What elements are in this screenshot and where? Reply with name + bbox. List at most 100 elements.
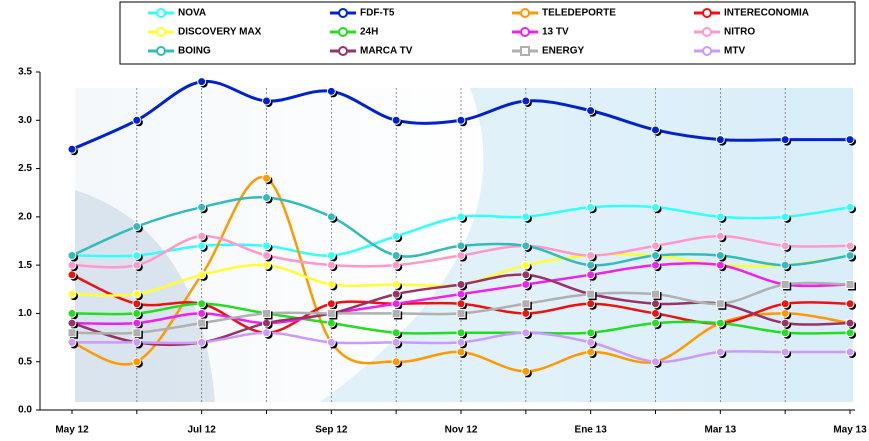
legend-label: DISCOVERY MAX: [178, 27, 262, 38]
legend-label: MTV: [724, 46, 745, 57]
legend-marker: [703, 9, 711, 17]
data-point: [781, 280, 789, 288]
data-point: [587, 348, 595, 356]
chart: 0.00.51.01.52.02.53.03.5May 12Jul 12Sep …: [0, 0, 869, 441]
x-tick-label: Jul 12: [187, 425, 216, 436]
data-point: [781, 213, 789, 221]
data-point: [263, 261, 271, 269]
data-point: [68, 329, 76, 337]
data-point: [522, 97, 530, 105]
data-point: [781, 242, 789, 250]
x-tick-label: Nov 12: [445, 425, 478, 436]
data-point: [327, 87, 335, 95]
data-point: [133, 251, 141, 259]
legend-marker: [339, 28, 347, 36]
data-point: [263, 242, 271, 250]
data-point: [522, 242, 530, 250]
legend-marker: [703, 28, 711, 36]
data-point: [263, 251, 271, 259]
y-tick-label: 1.0: [18, 308, 32, 319]
data-point: [457, 251, 465, 259]
data-point: [133, 290, 141, 298]
y-tick-label: 0.5: [18, 356, 32, 367]
data-point: [68, 261, 76, 269]
data-point: [846, 329, 854, 337]
data-point: [327, 338, 335, 346]
data-point: [198, 319, 206, 327]
data-point: [392, 116, 400, 124]
data-point: [198, 78, 206, 86]
data-point: [716, 300, 724, 308]
legend-label: BOING: [178, 46, 211, 57]
data-point: [263, 309, 271, 317]
y-tick-label: 3.5: [18, 67, 32, 78]
data-point: [392, 309, 400, 317]
data-point: [198, 232, 206, 240]
data-point: [587, 107, 595, 115]
data-point: [846, 280, 854, 288]
data-point: [846, 203, 854, 211]
data-point: [68, 319, 76, 327]
data-point: [587, 203, 595, 211]
data-point: [68, 271, 76, 279]
data-point: [327, 213, 335, 221]
data-point: [652, 126, 660, 134]
legend-marker: [703, 47, 711, 55]
data-point: [716, 261, 724, 269]
data-point: [133, 358, 141, 366]
data-point: [133, 309, 141, 317]
data-point: [781, 309, 789, 317]
legend-marker: [521, 47, 529, 55]
x-tick-label: Ene 13: [575, 425, 608, 436]
data-point: [781, 319, 789, 327]
data-point: [68, 338, 76, 346]
x-tick-label: Sep 12: [315, 425, 348, 436]
data-point: [587, 300, 595, 308]
data-point: [846, 348, 854, 356]
x-tick-label: May 13: [833, 425, 867, 436]
data-point: [263, 329, 271, 337]
data-point: [198, 242, 206, 250]
data-point: [846, 136, 854, 144]
data-point: [263, 97, 271, 105]
data-point: [522, 271, 530, 279]
legend-marker: [521, 9, 529, 17]
data-point: [846, 300, 854, 308]
data-point: [68, 145, 76, 153]
data-point: [587, 290, 595, 298]
data-point: [522, 300, 530, 308]
data-point: [392, 280, 400, 288]
data-point: [781, 300, 789, 308]
data-point: [327, 319, 335, 327]
data-point: [587, 338, 595, 346]
data-point: [457, 116, 465, 124]
data-point: [652, 309, 660, 317]
data-point: [587, 251, 595, 259]
y-tick-label: 2.5: [18, 163, 32, 174]
data-point: [392, 338, 400, 346]
data-point: [198, 203, 206, 211]
data-point: [587, 329, 595, 337]
legend-label: ENERGY: [542, 46, 585, 57]
data-point: [392, 232, 400, 240]
data-point: [716, 319, 724, 327]
data-point: [392, 329, 400, 337]
data-point: [457, 242, 465, 250]
data-point: [781, 136, 789, 144]
data-point: [133, 223, 141, 231]
data-point: [716, 136, 724, 144]
legend-marker: [339, 47, 347, 55]
data-point: [327, 251, 335, 259]
data-point: [522, 261, 530, 269]
data-point: [781, 348, 789, 356]
data-point: [133, 300, 141, 308]
data-point: [263, 194, 271, 202]
data-point: [68, 309, 76, 317]
data-point: [781, 261, 789, 269]
data-point: [652, 358, 660, 366]
data-point: [392, 261, 400, 269]
data-point: [68, 290, 76, 298]
data-point: [522, 309, 530, 317]
data-point: [457, 213, 465, 221]
data-point: [133, 116, 141, 124]
